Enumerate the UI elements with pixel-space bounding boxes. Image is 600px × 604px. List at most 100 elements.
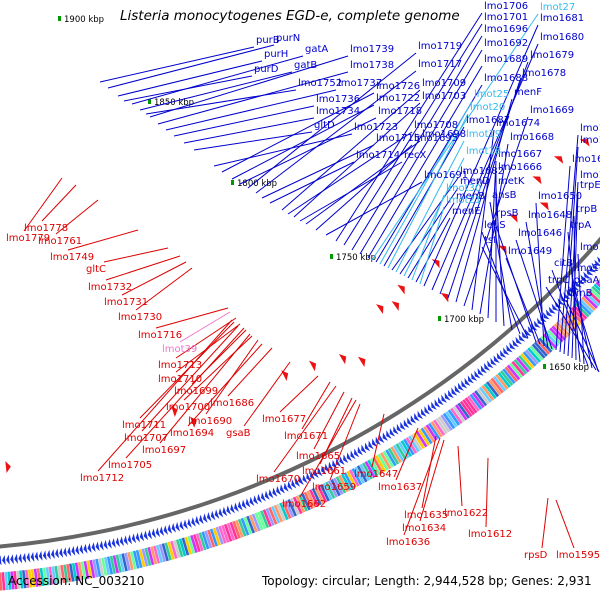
plus-gene-arrow [136, 533, 140, 543]
gene-label: lmo1714 [356, 150, 400, 161]
plus-gene-arrow [27, 552, 31, 562]
gene-connector [184, 118, 314, 143]
gene-label: lmo1659 [312, 482, 356, 493]
gene-connector [280, 376, 318, 412]
gene-label: lmo1677 [262, 414, 306, 425]
gene-connector [42, 185, 76, 221]
plus-gene-arrow [211, 511, 216, 520]
gene-label: rpsB [496, 208, 519, 219]
minus-gene-arrow [397, 285, 404, 295]
gene-label: lmo1668 [510, 132, 554, 143]
gene-label: lmo1726 [376, 81, 420, 92]
gene-connector [166, 90, 336, 130]
gene-label: lmo1634 [402, 523, 446, 534]
gene-label: lmo1636 [386, 537, 430, 548]
gene-label: lmo1671 [284, 431, 328, 442]
gene-label: lmo1625 [580, 242, 600, 253]
gene-label: gatA [305, 44, 328, 55]
plus-gene-arrow [226, 505, 231, 514]
gene-label: purN [276, 33, 300, 44]
plus-gene-arrow [215, 509, 220, 518]
gene-label: lmo1716 [138, 330, 182, 341]
gene-label: lmo1665 [296, 451, 340, 462]
plus-gene-arrow [148, 530, 152, 540]
gene-label: lmo1778 [24, 223, 68, 234]
gene-label: lmo1705 [108, 460, 152, 471]
plus-gene-arrow [280, 484, 285, 493]
plus-gene-arrow [187, 518, 192, 528]
gene-label: lmot21 [446, 195, 481, 206]
gene-label: menF [514, 87, 542, 98]
gene-label: gsaB [226, 428, 251, 439]
gene-connector [104, 248, 168, 262]
plus-gene-arrow [6, 555, 10, 565]
plus-gene-arrow [160, 526, 164, 536]
plus-gene-arrow [87, 543, 91, 553]
gene-label: gltC [86, 264, 106, 275]
gene-label: lmo1700 [166, 402, 210, 413]
plus-gene-arrow [152, 528, 156, 538]
plus-gene-arrow [140, 532, 144, 542]
gene-connector [458, 446, 462, 506]
plus-gene-arrow [179, 521, 184, 531]
gene-label: lmo1649 [508, 246, 552, 257]
plus-gene-arrow [261, 492, 266, 501]
map-title: Listeria monocytogenes EGD-e, complete g… [120, 8, 460, 24]
minus-gene-arrow [376, 304, 383, 314]
kbp-tick-label: 1900 kbp [64, 15, 104, 25]
gene-label: lmo1669 [530, 105, 574, 116]
plus-gene-arrow [238, 501, 243, 510]
plus-gene-arrow [128, 534, 132, 544]
gene-label: lmot20 [470, 102, 505, 113]
plus-gene-arrow [183, 520, 188, 530]
minus-gene-arrow [532, 176, 541, 184]
gene-label: trpA [570, 220, 591, 231]
gene-label: lmo1711 [122, 420, 166, 431]
gene-label: gatB [294, 60, 317, 71]
plus-gene-arrow [242, 500, 247, 509]
plus-gene-arrow [272, 487, 277, 496]
gene-label: gltD [314, 120, 335, 131]
gene-label: lmo1697 [142, 445, 186, 456]
gene-label: daaA [574, 275, 600, 286]
gene-label: lmo1706 [484, 1, 528, 12]
gene-label: lmot19 [466, 129, 501, 140]
gene-label: lmo1723 [354, 122, 398, 133]
gene-connector [416, 218, 450, 282]
plus-gene-arrow [276, 486, 281, 495]
plus-gene-arrow [132, 534, 136, 544]
minus-gene-arrow [358, 357, 365, 367]
gene-connector [214, 134, 352, 166]
plus-gene-arrow [2, 555, 6, 565]
plus-gene-arrow [234, 503, 239, 512]
gene-label: recX [404, 150, 427, 161]
plus-gene-arrow [92, 542, 96, 552]
minus-gene-arrow [309, 361, 316, 372]
plus-gene-arrow [83, 544, 87, 554]
gene-label: lmo1650 [538, 191, 582, 202]
gene-connector [408, 203, 454, 278]
plus-gene-arrow [124, 535, 128, 545]
plus-gene-arrow [164, 525, 168, 535]
plus-gene-arrow [222, 507, 227, 516]
kbp-tick: 1900 kbp [58, 15, 104, 25]
plus-gene-arrow [35, 551, 39, 561]
gene-label: ansB [492, 190, 517, 201]
kbp-tick-mark [543, 364, 546, 369]
plus-gene-arrow [79, 545, 83, 555]
plus-gene-arrow [257, 494, 262, 503]
gene-label: lmo1678 [522, 68, 566, 79]
gene-label: lmo1622 [444, 508, 488, 519]
gene-label: lmo1709 [422, 78, 466, 89]
gene-label: lmo1701 [484, 12, 528, 23]
gene-connector [228, 348, 272, 396]
gene-label: lmot39 [162, 344, 197, 355]
plus-gene-arrow [51, 549, 55, 559]
gene-label: lmo1623 [574, 263, 600, 274]
kbp-tick-label: 1700 kbp [444, 315, 484, 325]
plus-gene-arrow [18, 553, 22, 563]
plus-gene-arrow [207, 512, 212, 521]
kbp-tick-mark [58, 16, 61, 21]
minus-gene-arrow [5, 461, 11, 473]
